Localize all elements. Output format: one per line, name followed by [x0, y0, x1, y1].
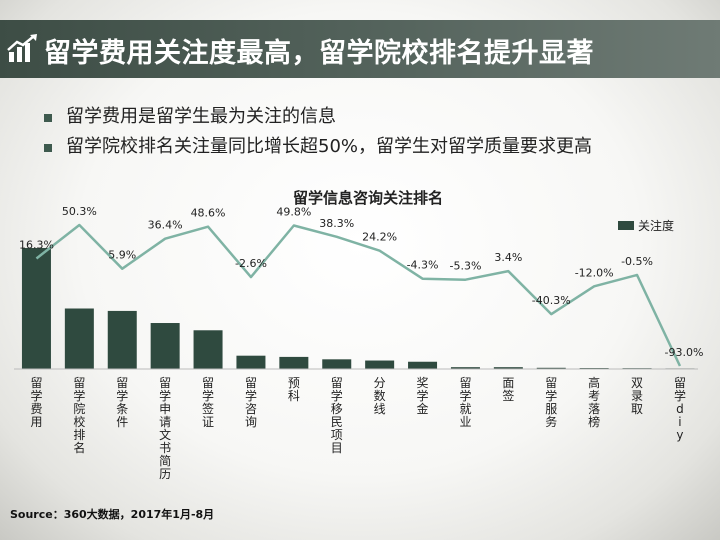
bar: [450, 367, 480, 369]
x-tick-label: 留学签证: [202, 376, 214, 429]
data-label: -2.6%: [235, 257, 267, 270]
bullet-item: 留学院校排名关注量同比增长超50%，留学生对留学质量要求更高: [44, 132, 592, 162]
data-label: 50.3%: [62, 205, 97, 218]
data-label: -93.0%: [664, 346, 703, 359]
x-tick-labels: 留学费用 留学院校排名 留学条件 留学申请文书简历 留学签证 留学咨询 预科 留学移民项目 分数…: [30, 375, 686, 481]
data-label: 48.6%: [191, 207, 226, 220]
bar: [536, 367, 566, 369]
bar: [107, 310, 137, 369]
bar: [64, 308, 94, 369]
bar: [236, 355, 266, 369]
x-tick-label: 预科: [288, 376, 300, 403]
bar: [193, 330, 223, 369]
data-label: 24.2%: [362, 231, 397, 244]
watermark-icon: [342, 253, 371, 280]
x-tick-label: 高考落榜: [588, 375, 600, 429]
series-line: [35, 223, 682, 367]
bar: [279, 356, 309, 369]
x-tick-label: 留学条件: [116, 376, 128, 429]
data-label: 3.4%: [494, 251, 522, 264]
bar-growth-icon: [7, 34, 37, 62]
line-series: 16.3% 50.3% 5.9% 36.4% 48.6% -2.6% 49.8% 38.3% 2…: [19, 205, 703, 367]
bar: [493, 367, 523, 369]
x-tick-label: 面签: [502, 376, 514, 403]
bar-series: [21, 248, 695, 369]
x-tick-label: 留学申请文书简历: [159, 376, 171, 481]
x-tick-label: 留学院校排名: [73, 376, 85, 455]
data-label: 36.4%: [148, 219, 183, 232]
x-tick-label: 双录取: [631, 376, 643, 416]
legend-swatch: [618, 221, 634, 230]
data-label: 16.3%: [19, 238, 54, 251]
bullet-item: 留学费用是留学生最为关注的信息: [44, 102, 592, 132]
bar: [150, 323, 180, 369]
bullet-list: 留学费用是留学生最为关注的信息 留学院校排名关注量同比增长超50%，留学生对留学…: [44, 102, 592, 162]
legend-label: 关注度: [638, 218, 674, 233]
x-tick-label: 奖学金: [417, 376, 429, 416]
data-label: 49.8%: [276, 205, 311, 218]
bar: [322, 359, 352, 369]
data-label: -40.3%: [532, 294, 571, 307]
chart: 留学信息咨询关注排名 关注度 16.3% 50.3% 5.9% 36.4% 48.6% -…: [14, 189, 703, 481]
x-tick-label: 留学费用: [30, 376, 42, 429]
bar: [408, 361, 438, 369]
x-tick-label: 留学就业: [459, 376, 471, 429]
x-tick-label: 留学移民项目: [331, 376, 343, 455]
x-tick-label: 分数线: [374, 376, 386, 416]
chart-title: 留学信息咨询关注排名: [293, 189, 443, 207]
title-bar: 留学费用关注度最高，留学院校排名提升显著: [0, 20, 720, 78]
x-tick-label: 留学服务: [545, 376, 557, 429]
x-tick-label: 留学咨询: [245, 376, 257, 429]
data-label: -12.0%: [575, 266, 614, 279]
data-label: -4.3%: [407, 259, 439, 272]
data-label: 38.3%: [319, 217, 354, 230]
bar: [21, 248, 51, 369]
legend: 关注度: [618, 218, 674, 233]
data-label: -0.5%: [621, 255, 653, 268]
data-label: 5.9%: [108, 249, 136, 262]
bar: [365, 360, 395, 369]
source-note: Source：360大数据，2017年1月-8月: [10, 508, 215, 521]
data-label: -5.3%: [449, 260, 481, 273]
page-title: 留学费用关注度最高，留学院校排名提升显著: [44, 38, 594, 69]
x-tick-label: 留学 d i y: [674, 376, 686, 442]
